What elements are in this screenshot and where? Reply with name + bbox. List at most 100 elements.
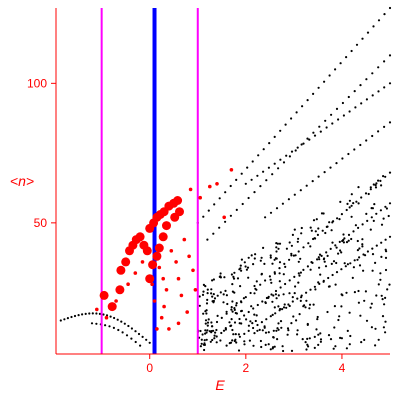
data-point [302,246,305,249]
data-point [271,262,274,265]
data-point [235,304,238,307]
data-point [327,276,330,280]
data-point [206,288,209,291]
data-point [360,196,363,199]
data-point [318,266,321,269]
data-point [285,247,288,250]
data-point [278,272,281,275]
data-point [253,332,256,335]
data-point [286,327,290,330]
data-point [358,256,361,259]
data-point [219,291,222,294]
data-point [104,315,109,320]
data-point [350,204,353,207]
data-point [388,283,391,286]
data-point [308,303,312,306]
data-point [348,311,351,314]
data-point [288,241,291,244]
data-point [317,343,320,346]
data-point [215,320,219,324]
data-point [240,269,243,272]
data-point [297,260,300,263]
data-point [339,336,342,339]
data-point [326,310,329,314]
data-point [314,230,317,233]
data-point [188,187,193,192]
data-point [261,329,264,332]
data-point [377,66,380,69]
data-point [66,317,69,320]
data-point [243,332,246,335]
data-point [310,261,313,264]
data-point [357,226,360,229]
data-point [381,315,385,318]
data-point [319,130,322,133]
data-point [203,339,206,342]
data-point [337,318,340,322]
data-point [291,296,294,299]
data-point [198,195,202,200]
data-point [342,233,345,236]
data-point [388,202,392,205]
data-point [267,166,270,169]
data-point [337,118,340,121]
data-point [157,265,162,270]
data-point [277,328,280,331]
data-point [203,348,206,352]
data-point [322,212,325,215]
data-point [382,175,385,178]
data-point [276,338,279,341]
data-point [233,339,236,343]
data-point [273,345,276,348]
data-point [297,272,300,275]
y-axis-title: <n> [10,173,34,189]
data-point [150,282,154,287]
data-point [257,154,260,157]
data-point [234,311,237,315]
data-point [284,282,287,286]
data-point [179,293,184,298]
data-point [318,258,321,261]
data-point [334,244,337,247]
data-point [339,62,342,65]
data-point [383,303,386,306]
data-point [252,307,255,310]
data-point [259,185,262,188]
data-point [230,318,233,321]
data-point [117,328,120,332]
data-point [379,209,382,212]
data-point [108,325,111,328]
data-point [121,331,124,334]
data-point [362,269,365,272]
data-point [370,216,373,219]
data-point [318,125,321,128]
data-point [335,261,338,265]
data-point [231,283,234,286]
data-point [301,338,304,341]
data-point [224,220,227,223]
data-point [346,202,349,205]
data-point [264,343,267,346]
data-point [279,320,283,323]
data-point [293,193,296,196]
data-point [222,301,225,304]
data-point [332,260,336,263]
data-point [315,328,318,331]
data-point [169,249,174,253]
data-point [326,254,329,257]
data-point [380,255,383,258]
data-point [264,331,268,334]
data-point [311,180,314,183]
data-point [84,312,87,315]
data-point [345,347,348,350]
data-point [296,297,299,300]
data-point [306,322,309,326]
data-point [271,300,274,303]
data-point [264,301,267,305]
data-point [272,329,275,332]
data-point [370,326,373,329]
data-point [288,279,291,282]
data-point [215,335,218,338]
data-point [264,279,267,282]
